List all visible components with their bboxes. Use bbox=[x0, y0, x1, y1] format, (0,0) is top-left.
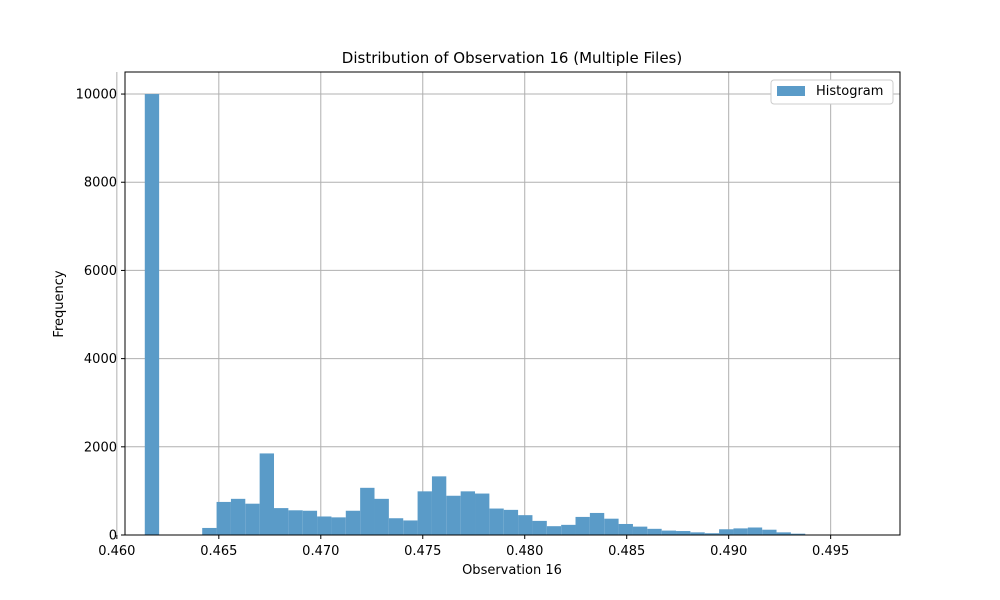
x-tick-label: 0.475 bbox=[404, 544, 441, 559]
histogram-bar bbox=[317, 516, 332, 535]
x-tick-label: 0.480 bbox=[506, 544, 543, 559]
grid bbox=[116, 72, 900, 536]
y-tick-label: 2000 bbox=[84, 440, 117, 455]
histogram-bar bbox=[704, 533, 720, 535]
histogram-bar bbox=[216, 501, 231, 535]
y-tick-label: 10000 bbox=[76, 88, 117, 103]
x-axis-ticks: 0.460 0.465 0.470 0.475 0.480 0.485 0.490 0.495 bbox=[98, 535, 849, 559]
histogram-bar bbox=[431, 476, 447, 535]
legend-label-histogram: Histogram bbox=[816, 84, 883, 99]
x-tick-label: 0.495 bbox=[812, 544, 849, 559]
x-tick-label: 0.465 bbox=[200, 544, 237, 559]
histogram-bar bbox=[302, 510, 318, 535]
histogram-bar bbox=[331, 517, 346, 535]
y-tick-label: 4000 bbox=[84, 352, 117, 367]
histogram-bar bbox=[245, 503, 260, 535]
histogram-bar bbox=[647, 528, 662, 535]
histogram-bar bbox=[589, 512, 605, 535]
histogram-bar bbox=[417, 491, 432, 535]
histogram-bar bbox=[747, 527, 763, 535]
histogram-bar bbox=[489, 508, 504, 535]
histogram-bar bbox=[374, 498, 389, 535]
histogram-bar bbox=[546, 526, 562, 535]
histogram-bar bbox=[446, 495, 461, 535]
histogram-bar bbox=[503, 509, 519, 535]
histogram-bar bbox=[690, 532, 705, 535]
histogram-bar bbox=[575, 516, 590, 535]
histogram-bar bbox=[776, 532, 791, 535]
histogram-bar bbox=[360, 487, 375, 535]
x-tick-label: 0.490 bbox=[710, 544, 747, 559]
y-tick-label: 6000 bbox=[84, 264, 117, 279]
legend-swatch bbox=[777, 86, 805, 96]
histogram-bar bbox=[632, 526, 648, 535]
x-tick-label: 0.460 bbox=[98, 544, 135, 559]
histogram-bar bbox=[288, 510, 303, 535]
y-tick-label: 8000 bbox=[84, 176, 117, 191]
histogram-bar bbox=[259, 453, 275, 535]
histogram-bar bbox=[532, 520, 547, 535]
histogram-bar bbox=[345, 510, 361, 535]
histogram-bar bbox=[518, 515, 533, 535]
histogram-bar bbox=[561, 524, 576, 535]
y-axis-ticks: 0 2000 4000 6000 8000 10000 bbox=[76, 88, 125, 544]
histogram-bar bbox=[733, 528, 748, 535]
x-tick-label: 0.470 bbox=[302, 544, 339, 559]
x-axis-label: Observation 16 bbox=[462, 563, 562, 578]
y-tick-label: 0 bbox=[109, 529, 117, 544]
histogram-bar bbox=[762, 529, 777, 535]
histogram-bar bbox=[274, 508, 289, 535]
histogram-bar bbox=[230, 498, 246, 535]
histogram-bar bbox=[388, 518, 404, 535]
x-tick-label: 0.485 bbox=[608, 544, 645, 559]
histogram-bar bbox=[790, 533, 806, 535]
histogram-bar bbox=[676, 531, 691, 535]
histogram-bar bbox=[403, 520, 418, 535]
histogram-bar bbox=[144, 94, 160, 536]
histogram-bars bbox=[144, 94, 878, 536]
histogram-bar bbox=[661, 530, 677, 535]
histogram-bar bbox=[719, 529, 734, 535]
chart-title: Distribution of Observation 16 (Multiple… bbox=[342, 49, 682, 67]
histogram-bar bbox=[604, 518, 619, 535]
y-axis-label: Frequency bbox=[52, 270, 67, 337]
histogram-bar bbox=[618, 523, 633, 535]
plot-frame bbox=[124, 71, 901, 536]
histogram-bar bbox=[202, 527, 217, 535]
histogram-bar bbox=[475, 493, 490, 535]
legend: Histogram bbox=[770, 79, 894, 105]
histogram-bar bbox=[460, 491, 476, 535]
